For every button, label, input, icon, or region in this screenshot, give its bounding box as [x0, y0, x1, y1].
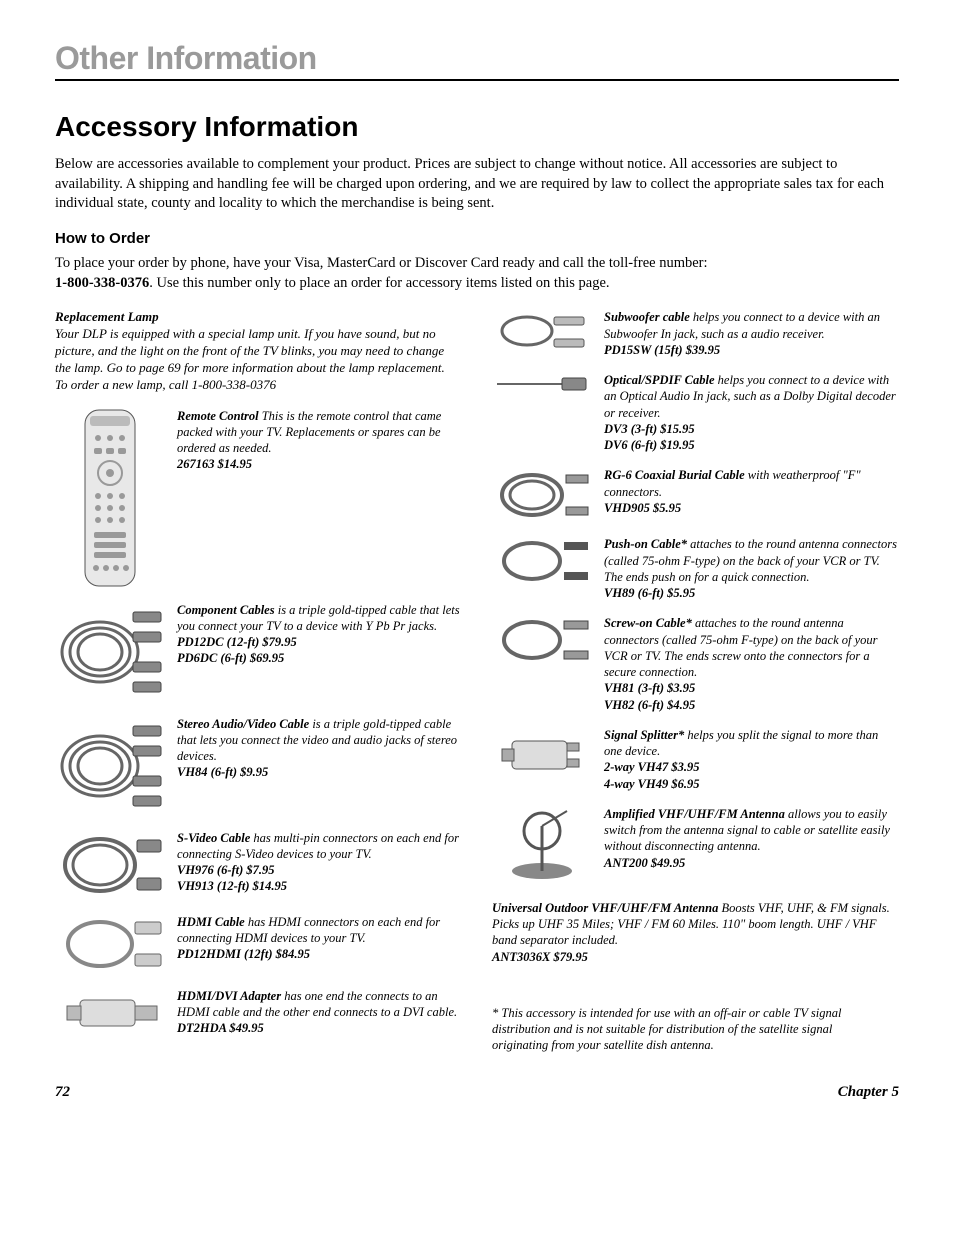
component-cable-icon	[55, 602, 165, 702]
rg6-desc: RG-6 Coaxial Burial Cable with weatherpr…	[604, 467, 899, 516]
intro-paragraph: Below are accessories available to compl…	[55, 155, 899, 214]
page-number: 72	[55, 1084, 70, 1101]
item-price: 267163 $14.95	[177, 456, 462, 472]
subwoofer-cable-icon	[492, 309, 592, 354]
screw-on-desc: Screw-on Cable* attaches to the round an…	[604, 615, 899, 713]
right-column: Subwoofer cable helps you connect to a d…	[492, 309, 899, 1053]
order-line2: . Use this number only to place an order…	[149, 275, 609, 291]
item-price: PD12HDMI (12ft) $84.95	[177, 946, 462, 962]
item-hdmi: HDMI Cable has HDMI connectors on each e…	[55, 914, 462, 974]
item-name: HDMI Cable	[177, 915, 245, 929]
item-price: VH89 (6-ft) $5.95	[604, 585, 899, 601]
item-price: DV3 (3-ft) $15.95	[604, 421, 899, 437]
item-price: VH81 (3-ft) $3.95	[604, 680, 899, 696]
item-name: RG-6 Coaxial Burial Cable	[604, 468, 745, 482]
item-price: VHD905 $5.95	[604, 500, 899, 516]
item-name: Subwoofer cable	[604, 310, 690, 324]
item-price: VH976 (6-ft) $7.95	[177, 862, 462, 878]
order-text: To place your order by phone, have your …	[55, 253, 899, 294]
item-price: DV6 (6-ft) $19.95	[604, 437, 899, 453]
item-price: DT2HDA $49.95	[177, 1020, 462, 1036]
item-name: Signal Splitter*	[604, 728, 684, 742]
item-price: 2-way VH47 $3.95	[604, 759, 899, 775]
lamp-title: Replacement Lamp	[55, 309, 159, 324]
screw-on-cable-icon	[492, 615, 592, 665]
antenna-icon	[492, 806, 592, 886]
item-price: ANT200 $49.95	[604, 855, 899, 871]
item-name: Screw-on Cable*	[604, 616, 692, 630]
stereo-av-cable-icon	[55, 716, 165, 816]
item-price: ANT3036X $79.95	[492, 949, 899, 965]
hdmi-desc: HDMI Cable has HDMI connectors on each e…	[177, 914, 462, 963]
item-splitter: Signal Splitter* helps you split the sig…	[492, 727, 899, 792]
item-price: PD6DC (6-ft) $69.95	[177, 650, 462, 666]
remote-desc: Remote Control This is the remote contro…	[177, 408, 462, 473]
item-name: Universal Outdoor VHF/UHF/FM Antenna	[492, 901, 718, 915]
item-component: Component Cables is a triple gold-tipped…	[55, 602, 462, 702]
item-price: VH84 (6-ft) $9.95	[177, 764, 462, 780]
hdmi-dvi-adapter-icon	[55, 988, 165, 1038]
item-svideo: S-Video Cable has multi-pin connectors o…	[55, 830, 462, 900]
lamp-order: To order a new lamp, call 1-800-338-0376	[55, 377, 276, 392]
amp-antenna-desc: Amplified VHF/UHF/FM Antenna allows you …	[604, 806, 899, 871]
item-screw-on: Screw-on Cable* attaches to the round an…	[492, 615, 899, 713]
svideo-cable-icon	[55, 830, 165, 900]
replacement-lamp-block: Replacement Lamp Your DLP is equipped wi…	[55, 309, 455, 393]
item-name: Component Cables	[177, 603, 275, 617]
item-name: Optical/SPDIF Cable	[604, 373, 715, 387]
hdmi-cable-icon	[55, 914, 165, 974]
item-hdmi-dvi: HDMI/DVI Adapter has one end the connect…	[55, 988, 462, 1038]
left-column: Replacement Lamp Your DLP is equipped wi…	[55, 309, 462, 1053]
lamp-body: Your DLP is equipped with a special lamp…	[55, 326, 445, 375]
item-name: Amplified VHF/UHF/FM Antenna	[604, 807, 785, 821]
push-on-cable-icon	[492, 536, 592, 586]
coax-cable-icon	[492, 467, 592, 522]
item-remote: Remote Control This is the remote contro…	[55, 408, 462, 588]
item-name: Push-on Cable*	[604, 537, 687, 551]
item-subwoofer: Subwoofer cable helps you connect to a d…	[492, 309, 899, 358]
order-line1: To place your order by phone, have your …	[55, 255, 708, 271]
item-amp-antenna: Amplified VHF/UHF/FM Antenna allows you …	[492, 806, 899, 886]
item-rg6: RG-6 Coaxial Burial Cable with weatherpr…	[492, 467, 899, 522]
remote-icon	[55, 408, 165, 588]
how-to-order-header: How to Order	[55, 230, 899, 247]
item-optical: Optical/SPDIF Cable helps you connect to…	[492, 372, 899, 453]
item-price: PD12DC (12-ft) $79.95	[177, 634, 462, 650]
item-push-on: Push-on Cable* attaches to the round ant…	[492, 536, 899, 601]
page-footer: 72 Chapter 5	[55, 1084, 899, 1101]
item-name: HDMI/DVI Adapter	[177, 989, 281, 1003]
push-on-desc: Push-on Cable* attaches to the round ant…	[604, 536, 899, 601]
section-header: Other Information	[55, 40, 899, 81]
page-title: Accessory Information	[55, 111, 899, 143]
hdmi-dvi-desc: HDMI/DVI Adapter has one end the connect…	[177, 988, 462, 1037]
item-name: Remote Control	[177, 409, 259, 423]
stereo-av-desc: Stereo Audio/Video Cable is a triple gol…	[177, 716, 462, 781]
item-price: PD15SW (15ft) $39.95	[604, 342, 899, 358]
optical-desc: Optical/SPDIF Cable helps you connect to…	[604, 372, 899, 453]
splitter-desc: Signal Splitter* helps you split the sig…	[604, 727, 899, 792]
optical-cable-icon	[492, 372, 592, 397]
subwoofer-desc: Subwoofer cable helps you connect to a d…	[604, 309, 899, 358]
item-stereo-av: Stereo Audio/Video Cable is a triple gol…	[55, 716, 462, 816]
item-name: S-Video Cable	[177, 831, 250, 845]
component-desc: Component Cables is a triple gold-tipped…	[177, 602, 462, 667]
item-price: 4-way VH49 $6.95	[604, 776, 899, 792]
item-price: VH913 (12-ft) $14.95	[177, 878, 462, 894]
svideo-desc: S-Video Cable has multi-pin connectors o…	[177, 830, 462, 895]
item-universal-antenna: Universal Outdoor VHF/UHF/FM Antenna Boo…	[492, 900, 899, 965]
item-name: Stereo Audio/Video Cable	[177, 717, 309, 731]
footnote: * This accessory is intended for use wit…	[492, 1005, 899, 1054]
order-phone: 1-800-338-0376	[55, 275, 149, 291]
item-price: VH82 (6-ft) $4.95	[604, 697, 899, 713]
signal-splitter-icon	[492, 727, 592, 782]
chapter-label: Chapter 5	[838, 1084, 899, 1101]
